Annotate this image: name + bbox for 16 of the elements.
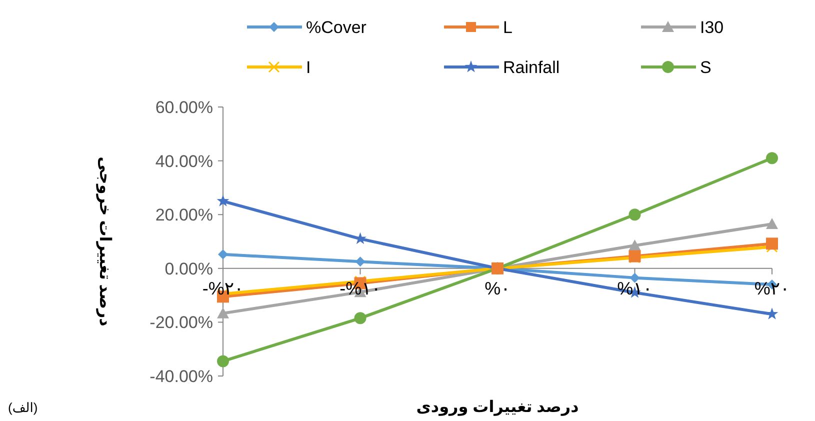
text: (الف) bbox=[8, 400, 38, 415]
legend-label: %Cover bbox=[306, 18, 367, 37]
legend-label: S bbox=[700, 58, 712, 77]
y-tick-label: 0.00% bbox=[164, 259, 213, 278]
x-axis-title: درصد تغییرات ورودی bbox=[416, 399, 579, 416]
y-axis-title: درصد تغییرات خروجی bbox=[96, 156, 113, 326]
y-tick-label: -40.00% bbox=[150, 366, 213, 386]
legend-label: I30 bbox=[700, 18, 724, 37]
legend-label: L bbox=[503, 18, 512, 37]
legend-label: Rainfall bbox=[503, 58, 560, 77]
legend-label: I bbox=[306, 58, 311, 77]
y-tick-label: -20.00% bbox=[150, 313, 213, 332]
x-tick-label: %۰ bbox=[484, 278, 510, 298]
y-tick-label: 20.00% bbox=[155, 206, 213, 225]
y-tick-label: 40.00% bbox=[155, 152, 213, 171]
y-tick-label: 60.00% bbox=[155, 98, 213, 117]
